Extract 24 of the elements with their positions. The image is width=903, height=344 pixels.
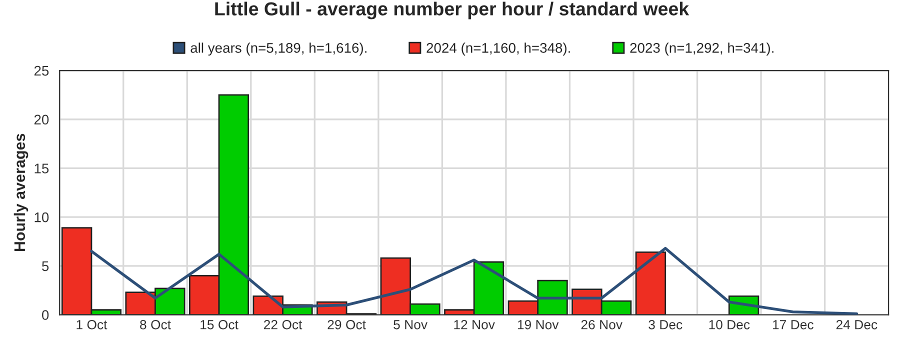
x-tick-label: 10 Dec: [709, 320, 750, 330]
x-tick-label: 24 Dec: [836, 320, 878, 330]
x-tick-label: 17 Dec: [773, 320, 814, 330]
x-tick-label: 8 Oct: [140, 320, 171, 330]
chart-title: Little Gull - average number per hour / standard week: [215, 2, 690, 20]
y-tick-label: 25: [34, 66, 49, 76]
x-tick-label: 26 Nov: [581, 320, 622, 330]
x-tick-label: 12 Nov: [454, 320, 495, 330]
y-tick-label: 10: [34, 212, 49, 222]
x-tick-label: 5 Nov: [394, 320, 428, 330]
y-axis-title: Hourly averages: [14, 134, 28, 252]
x-tick-label: 1 Oct: [76, 320, 108, 330]
y-tick-label: 15: [34, 164, 49, 174]
legend-label: all years (n=5,189, h=1,616).: [190, 42, 366, 56]
y-tick-label: 5: [42, 261, 49, 272]
x-tick-label: 22 Oct: [264, 320, 302, 330]
x-tick-label: 15 Oct: [200, 320, 238, 330]
legend-label: 2024 (n=1,160, h=348).: [426, 42, 570, 56]
y-tick-label: 20: [34, 114, 49, 125]
x-tick-label: 29 Oct: [328, 320, 366, 330]
y-tick-label: 0: [42, 310, 49, 320]
legend-label: 2023 (n=1,292, h=341).: [630, 42, 774, 56]
x-tick-label: 19 Nov: [518, 320, 559, 330]
x-tick-label: 3 Dec: [648, 320, 682, 330]
